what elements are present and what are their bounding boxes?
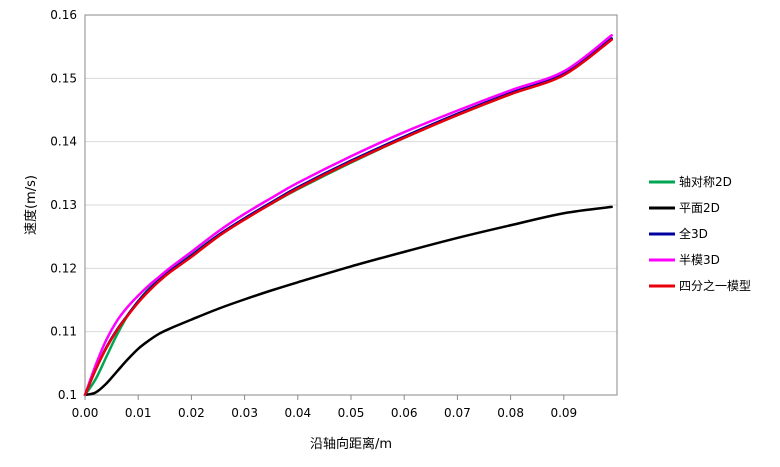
y-tick-label: 0.14 — [50, 135, 77, 149]
legend-entry: 轴对称2D — [679, 174, 732, 189]
y-tick-label: 0.11 — [50, 325, 77, 339]
y-tick-label: 0.1 — [58, 388, 77, 402]
x-axis-label: 沿轴向距离/m — [310, 436, 392, 452]
x-tick-label: 0.09 — [550, 406, 577, 420]
y-tick-label: 0.15 — [50, 71, 77, 85]
x-tick-label: 0.03 — [231, 406, 258, 420]
legend-entry: 平面2D — [679, 201, 720, 215]
x-tick-label: 0.04 — [284, 406, 311, 420]
y-tick-label: 0.16 — [50, 8, 77, 22]
legend-entry: 半模3D — [679, 253, 720, 267]
x-tick-label: 0.02 — [178, 406, 205, 420]
y-tick-label: 0.13 — [50, 198, 77, 212]
y-axis-label: 速度(m/s) — [23, 175, 39, 235]
x-tick-label: 0.08 — [497, 406, 524, 420]
legend-entry: 全3D — [679, 226, 708, 241]
legend-entry: 四分之一模型 — [679, 279, 751, 293]
x-tick-label: 0.05 — [338, 406, 365, 420]
x-tick-label: 0.07 — [444, 406, 471, 420]
x-tick-label: 0.06 — [391, 406, 418, 420]
x-tick-label: 0.00 — [72, 406, 99, 420]
x-tick-label: 0.01 — [125, 406, 152, 420]
y-tick-label: 0.12 — [50, 261, 77, 275]
